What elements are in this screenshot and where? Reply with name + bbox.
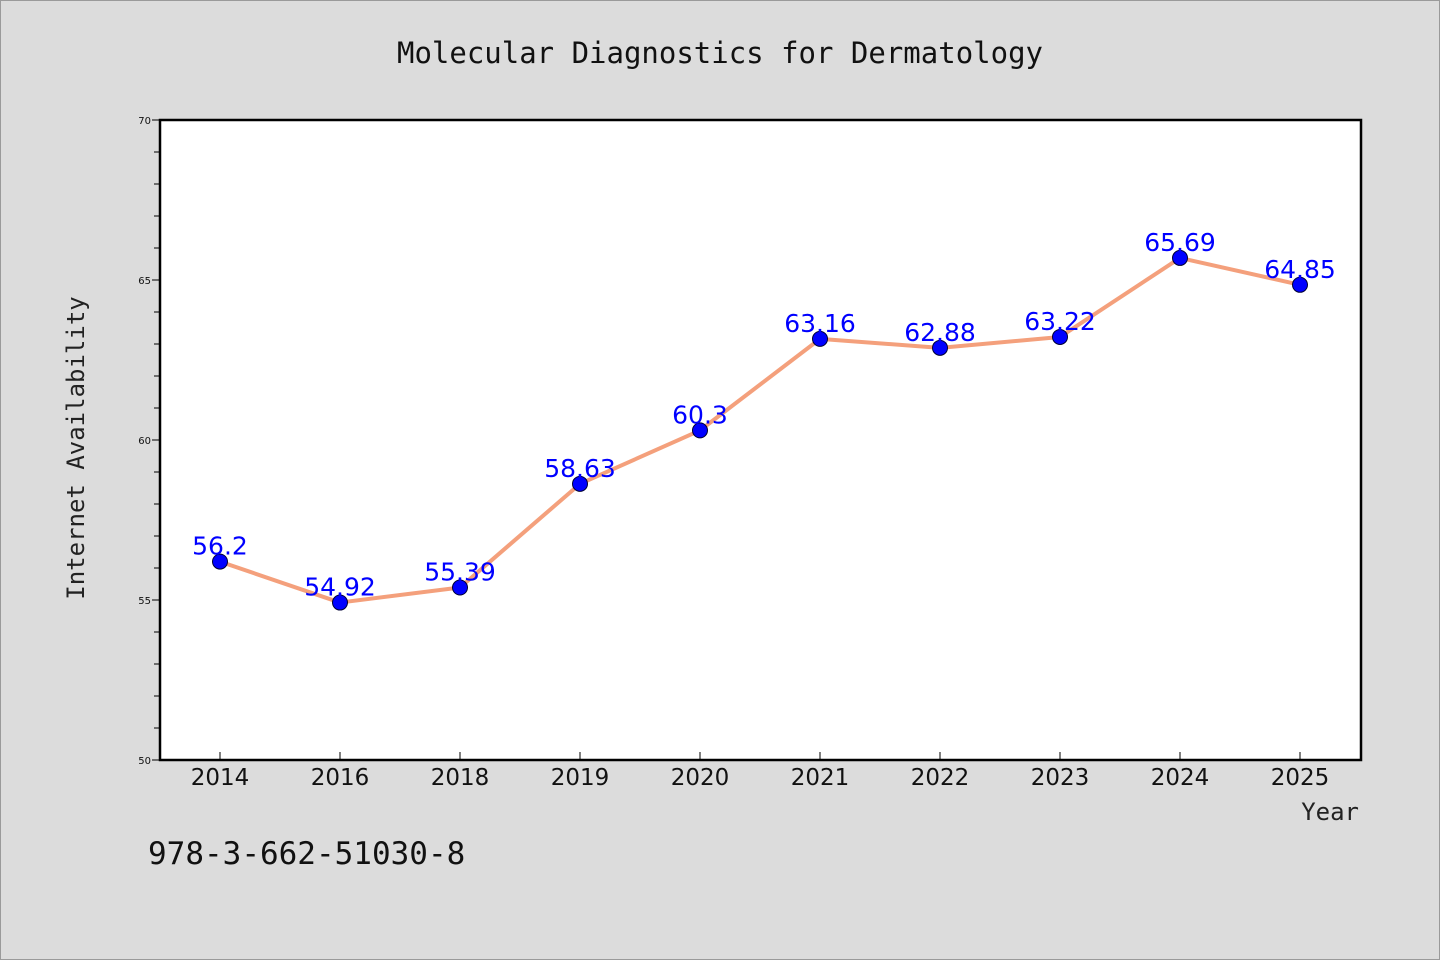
x-tick-label: 2016 <box>311 765 370 791</box>
data-label-2020: 60.3 <box>672 400 728 429</box>
data-label-2021: 63.16 <box>784 309 856 338</box>
data-label-2024: 65.69 <box>1144 228 1216 257</box>
data-label-2014: 56.2 <box>192 532 248 561</box>
series-markers <box>212 249 1308 611</box>
data-point-2020 <box>692 422 708 439</box>
data-point-2025 <box>1292 276 1308 293</box>
x-tick-label: 2022 <box>911 765 970 791</box>
data-point-2021 <box>812 330 828 347</box>
data-point-2016 <box>332 594 348 611</box>
data-label-2025: 64.85 <box>1264 255 1336 284</box>
data-point-2022 <box>932 339 948 356</box>
data-point-2014 <box>212 553 228 570</box>
y-tick-label: 50 <box>138 756 151 767</box>
plot-area <box>158 118 1363 762</box>
x-tick-label: 2021 <box>791 765 850 791</box>
y-tick-label: 65 <box>138 276 151 287</box>
x-tick-label: 2020 <box>671 765 730 791</box>
data-label-2018: 55.39 <box>424 558 496 587</box>
data-point-2019 <box>572 475 588 492</box>
data-labels: 56.2 54.92 55.39 58.63 60.3 63.16 62.88 63.22 65… <box>192 228 1336 602</box>
data-label-2019: 58.63 <box>544 454 616 483</box>
x-tick-label: 2025 <box>1271 765 1330 791</box>
data-point-2023 <box>1052 328 1068 345</box>
data-label-2022: 62.88 <box>904 318 976 347</box>
x-tick-label: 2014 <box>191 765 250 791</box>
y-tick-label: 55 <box>138 596 151 607</box>
chart-title: Molecular Diagnostics for Dermatology <box>397 36 1043 70</box>
x-tick-label: 2019 <box>551 765 610 791</box>
series-line <box>218 255 1302 605</box>
x-tick-label: 2023 <box>1031 765 1090 791</box>
x-tick-label: 2024 <box>1151 765 1210 791</box>
data-label-2023: 63.22 <box>1024 307 1096 336</box>
data-label-2016: 54.92 <box>304 573 376 602</box>
y-tick-label: 70 <box>138 116 151 127</box>
x-tick-label: 2018 <box>431 765 490 791</box>
y-axis-label: Internet Availability <box>62 296 90 599</box>
data-point-2024 <box>1172 249 1188 266</box>
isbn-text: 978-3-662-51030-8 <box>148 836 465 872</box>
x-axis: 2014 2016 2018 2019 2020 2021 2022 2023 2024 2025 <box>191 752 1330 791</box>
data-point-2018 <box>452 579 468 596</box>
y-axis: 50 55 60 65 70 <box>138 116 160 767</box>
x-axis-label: Year <box>1301 798 1359 826</box>
y-tick-label: 60 <box>138 436 151 447</box>
